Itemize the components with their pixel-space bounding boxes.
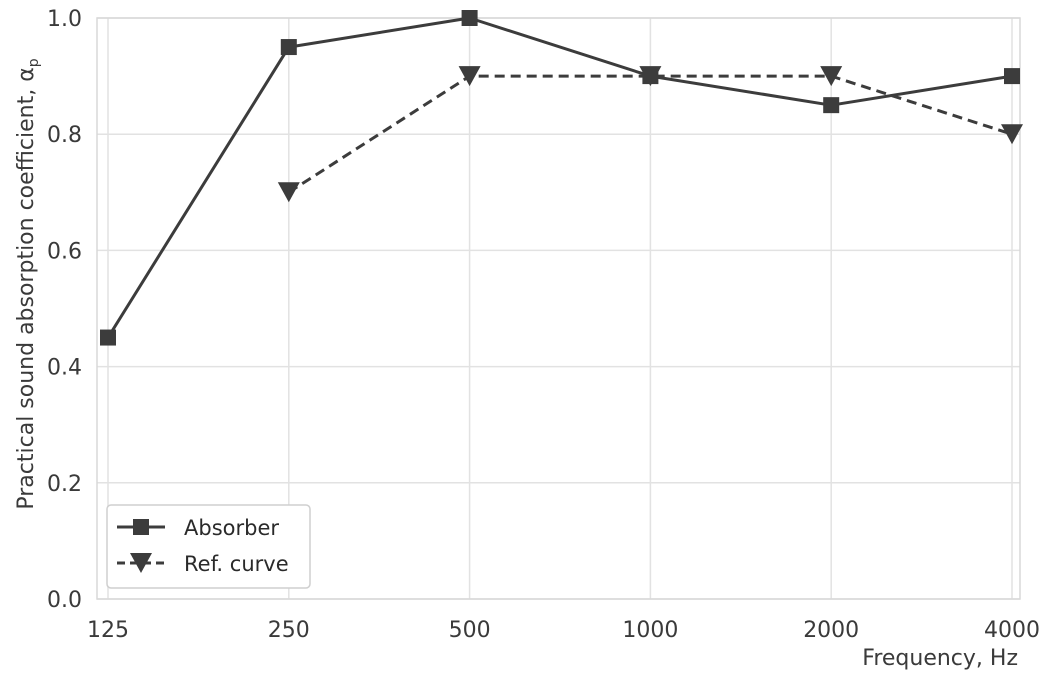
data-point [823, 97, 840, 114]
legend-entry: Absorber [117, 516, 279, 540]
y-tick-label: 0.8 [47, 123, 82, 148]
legend-entry: Ref. curve [117, 552, 289, 576]
y-tick-label: 0.2 [47, 472, 82, 497]
data-point [1001, 124, 1023, 145]
legend: Absorber Ref. curve [106, 504, 311, 589]
y-tick-label: 1.0 [47, 7, 82, 32]
data-point [1004, 68, 1020, 85]
data-point [639, 66, 662, 87]
tick-labels: 125 250 500 1000 2000 4000 0.0 0.2 0.4 0.6 0.8 1.0 [47, 7, 1040, 643]
y-tick-label: 0.6 [47, 239, 82, 264]
legend-marker [133, 519, 149, 535]
legend-label: Ref. curve [184, 552, 289, 576]
data-point [280, 39, 297, 56]
y-tick-label: 0.4 [47, 356, 82, 381]
data-point [277, 182, 300, 203]
x-axis-label: Frequency, Hz [862, 646, 1018, 671]
x-tick-label: 1000 [622, 618, 678, 643]
grid [97, 17, 1020, 600]
series-ref-curve [277, 66, 1023, 203]
y-axis-label-subscript: p [26, 58, 42, 67]
series-layer [100, 10, 1023, 346]
plot-frame [96, 17, 1021, 600]
y-axis-label-main: Practical sound absorption coefficient, … [14, 67, 39, 509]
x-tick-label: 250 [268, 618, 310, 643]
x-tick-label: 2000 [803, 618, 859, 643]
legend-label: Absorber [184, 516, 279, 540]
x-tick-label: 4000 [984, 618, 1040, 643]
data-point [458, 66, 481, 87]
y-axis-label: Practical sound absorption coefficient, … [14, 58, 42, 509]
x-tick-label: 125 [87, 618, 129, 643]
data-point [100, 329, 116, 346]
y-tick-label: 0.0 [47, 588, 82, 613]
x-tick-label: 500 [449, 618, 491, 643]
data-point [820, 66, 843, 87]
legend-marker [130, 553, 152, 573]
data-point [461, 10, 478, 26]
series-line [106, 16, 1013, 339]
